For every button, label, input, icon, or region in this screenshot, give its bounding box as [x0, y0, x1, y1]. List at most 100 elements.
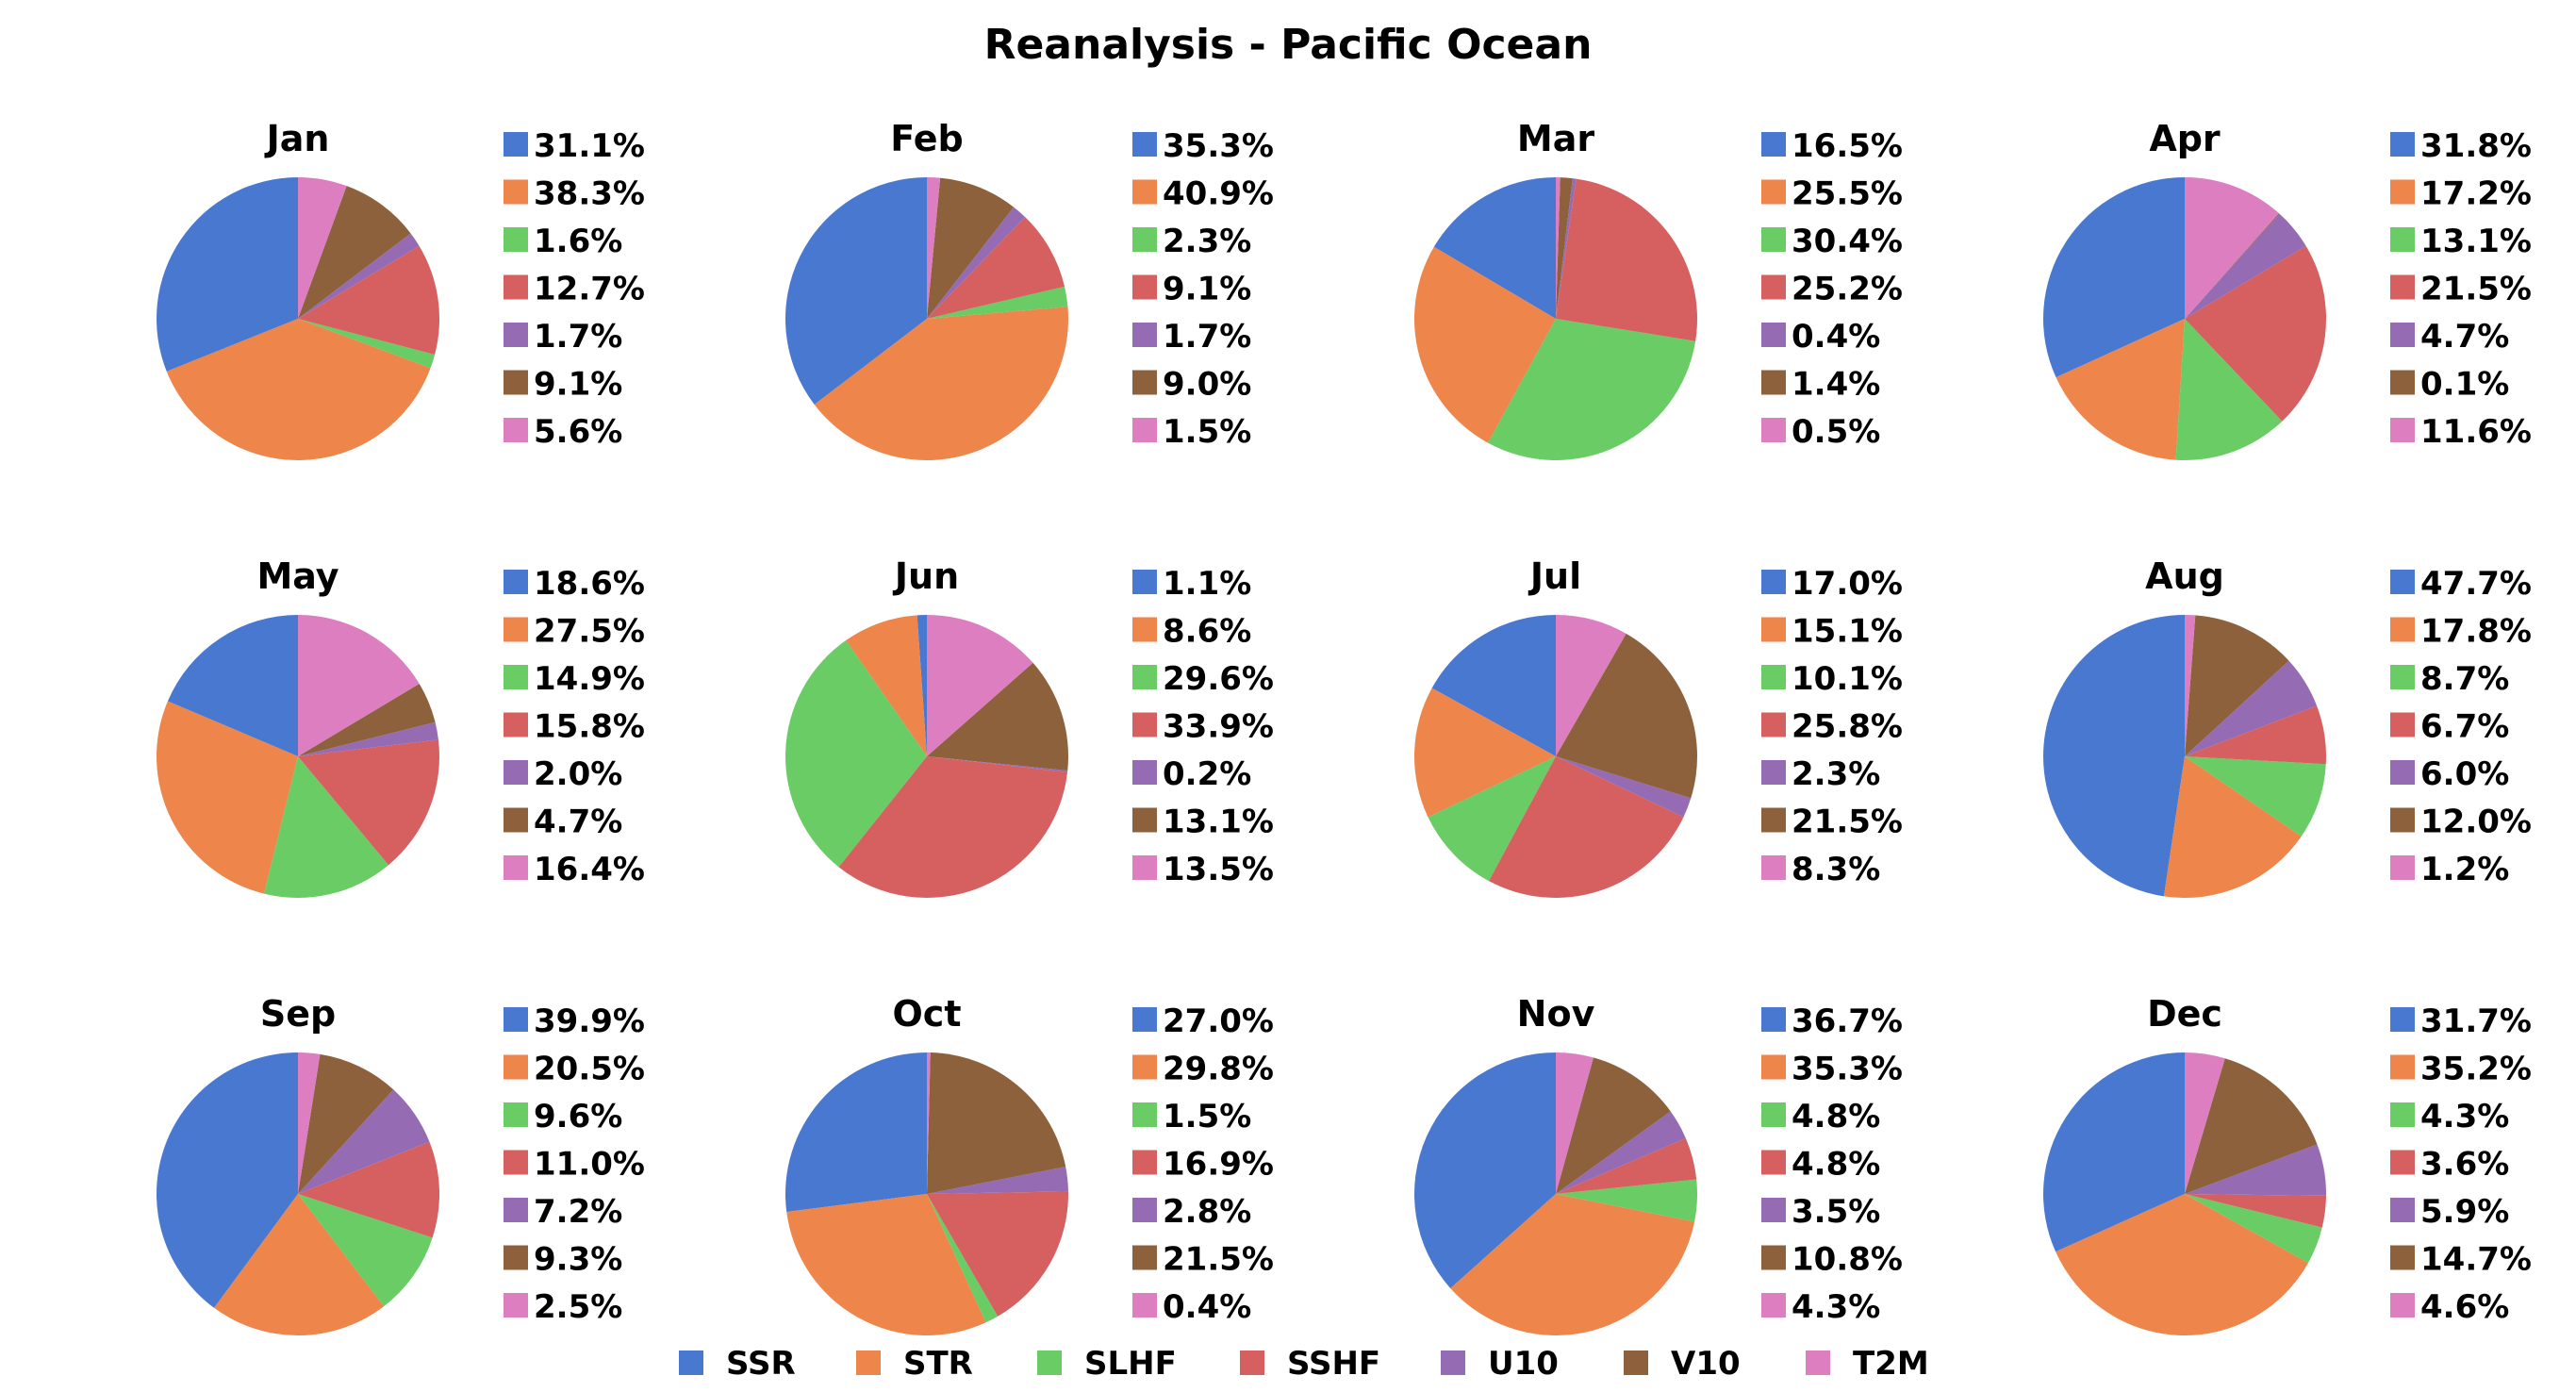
value-label-str: 29.8% [1163, 1051, 1274, 1088]
pie-slice-t2m [1556, 176, 1560, 319]
legend-marker-ssr [504, 570, 528, 594]
legend-marker-v10 [1132, 1245, 1157, 1270]
pie-slice-v10 [2185, 1058, 2318, 1194]
legend-marker-str [504, 179, 528, 205]
legend-marker-slhf [504, 1102, 528, 1127]
legend-marker-str [504, 617, 528, 642]
value-label-v10: 1.4% [1792, 366, 1880, 404]
pie-slice-v10 [1556, 177, 1573, 319]
pie-slice-slhf [1556, 1179, 1698, 1222]
value-label-str: 38.3% [534, 175, 645, 213]
pie-slice-t2m [927, 1052, 931, 1194]
legend-marker-sshf [2390, 712, 2415, 737]
pie-slice-slhf [298, 319, 436, 369]
legend-label-slhf: SLHF [1084, 1345, 1177, 1383]
legend-marker-u10 [2390, 760, 2415, 785]
pie-slice-sshf [2185, 245, 2327, 422]
value-label-t2m: 4.3% [1792, 1288, 1880, 1326]
legend-swatch-str [856, 1351, 881, 1375]
legend-marker-v10 [1761, 370, 1786, 395]
value-label-sshf: 25.8% [1792, 708, 1903, 746]
value-label-v10: 14.7% [2420, 1241, 2532, 1279]
value-label-u10: 2.0% [534, 755, 622, 793]
value-label-sshf: 16.9% [1163, 1146, 1274, 1184]
value-label-slhf: 10.1% [1792, 660, 1903, 698]
pie-slice-u10 [298, 233, 420, 319]
pie-slice-t2m [927, 177, 941, 319]
pie-slice-sshf [298, 1141, 440, 1238]
legend-marker-slhf [1761, 227, 1786, 252]
legend-marker-u10 [1132, 1198, 1157, 1222]
value-label-t2m: 0.4% [1163, 1288, 1251, 1326]
pie-slice-v10 [927, 177, 1015, 319]
value-label-sshf: 33.9% [1163, 708, 1274, 746]
legend-label-sshf: SSHF [1287, 1345, 1380, 1383]
value-label-ssr: 18.6% [534, 565, 645, 603]
pie-slice-str [1450, 1194, 1695, 1335]
pie-slice-ssr [167, 615, 298, 756]
pie-slice-t2m [927, 615, 1033, 756]
value-label-sshf: 21.5% [2420, 271, 2532, 308]
legend-marker-str [1761, 617, 1786, 642]
pie-title-nov: Nov [1517, 993, 1595, 1035]
value-label-u10: 2.3% [1792, 755, 1880, 793]
pie-chart-aug: Aug 47.7% 17.8% 8.7% 6.7% 6.0% 12.0% 1.2% [2043, 555, 2532, 898]
legend-marker-ssr [504, 1007, 528, 1032]
value-label-ssr: 36.7% [1792, 1003, 1903, 1040]
legend-swatch-t2m [1806, 1351, 1830, 1375]
legend-marker-u10 [504, 323, 528, 347]
value-label-v10: 21.5% [1792, 804, 1903, 841]
legend-marker-t2m [2390, 1293, 2415, 1317]
legend-marker-slhf [2390, 665, 2415, 689]
pie-slice-slhf [927, 1194, 999, 1323]
pie-slice-v10 [927, 662, 1068, 771]
pie-slice-t2m [1556, 1052, 1593, 1194]
legend-marker-v10 [2390, 370, 2415, 395]
value-label-ssr: 35.3% [1163, 127, 1274, 165]
legend-swatch-u10 [1441, 1351, 1465, 1375]
legend-marker-u10 [2390, 323, 2415, 347]
pie-slice-u10 [298, 721, 438, 756]
value-label-u10: 0.2% [1163, 755, 1251, 793]
legend-marker-str [2390, 179, 2415, 205]
value-label-str: 35.3% [1792, 1051, 1903, 1088]
pie-title-sep: Sep [260, 993, 336, 1035]
value-label-v10: 4.7% [534, 804, 622, 841]
pie-slice-str [786, 1194, 986, 1335]
value-label-str: 40.9% [1163, 175, 1274, 213]
legend-marker-t2m [1132, 855, 1157, 880]
pie-slice-t2m [1556, 615, 1627, 756]
pie-slice-str [814, 307, 1069, 461]
pie-slice-ssr [916, 615, 927, 756]
pie-slice-str [214, 1194, 385, 1336]
pie-slice-sshf [1556, 178, 1697, 341]
pie-slice-str [846, 615, 927, 756]
value-label-ssr: 47.7% [2420, 565, 2532, 603]
value-label-slhf: 9.6% [534, 1098, 622, 1135]
pie-slice-v10 [298, 1053, 394, 1194]
value-label-u10: 5.9% [2420, 1193, 2509, 1231]
legend-marker-ssr [2390, 570, 2415, 594]
pie-slice-u10 [298, 1089, 430, 1194]
value-label-slhf: 29.6% [1163, 660, 1274, 698]
value-label-v10: 9.3% [534, 1241, 622, 1279]
legend-marker-slhf [1132, 665, 1157, 689]
pie-slice-slhf [785, 640, 927, 868]
value-label-str: 25.5% [1792, 175, 1903, 213]
pie-slice-u10 [2185, 1144, 2327, 1196]
legend-marker-sshf [2390, 1150, 2415, 1175]
pie-slice-str [2056, 1194, 2308, 1335]
legend-marker-ssr [1132, 570, 1157, 594]
legend-swatch-ssr [679, 1351, 703, 1375]
legend-swatch-sshf [1240, 1351, 1264, 1375]
legend-marker-str [1132, 617, 1157, 642]
value-label-ssr: 39.9% [534, 1003, 645, 1040]
value-label-v10: 10.8% [1792, 1241, 1903, 1279]
value-label-u10: 2.8% [1163, 1193, 1251, 1231]
legend-marker-slhf [2390, 1102, 2415, 1127]
value-label-v10: 13.1% [1163, 804, 1274, 841]
pie-slice-slhf [2175, 319, 2283, 460]
value-label-v10: 12.0% [2420, 804, 2532, 841]
value-label-slhf: 4.3% [2420, 1098, 2509, 1135]
pie-slice-t2m [2185, 615, 2196, 756]
